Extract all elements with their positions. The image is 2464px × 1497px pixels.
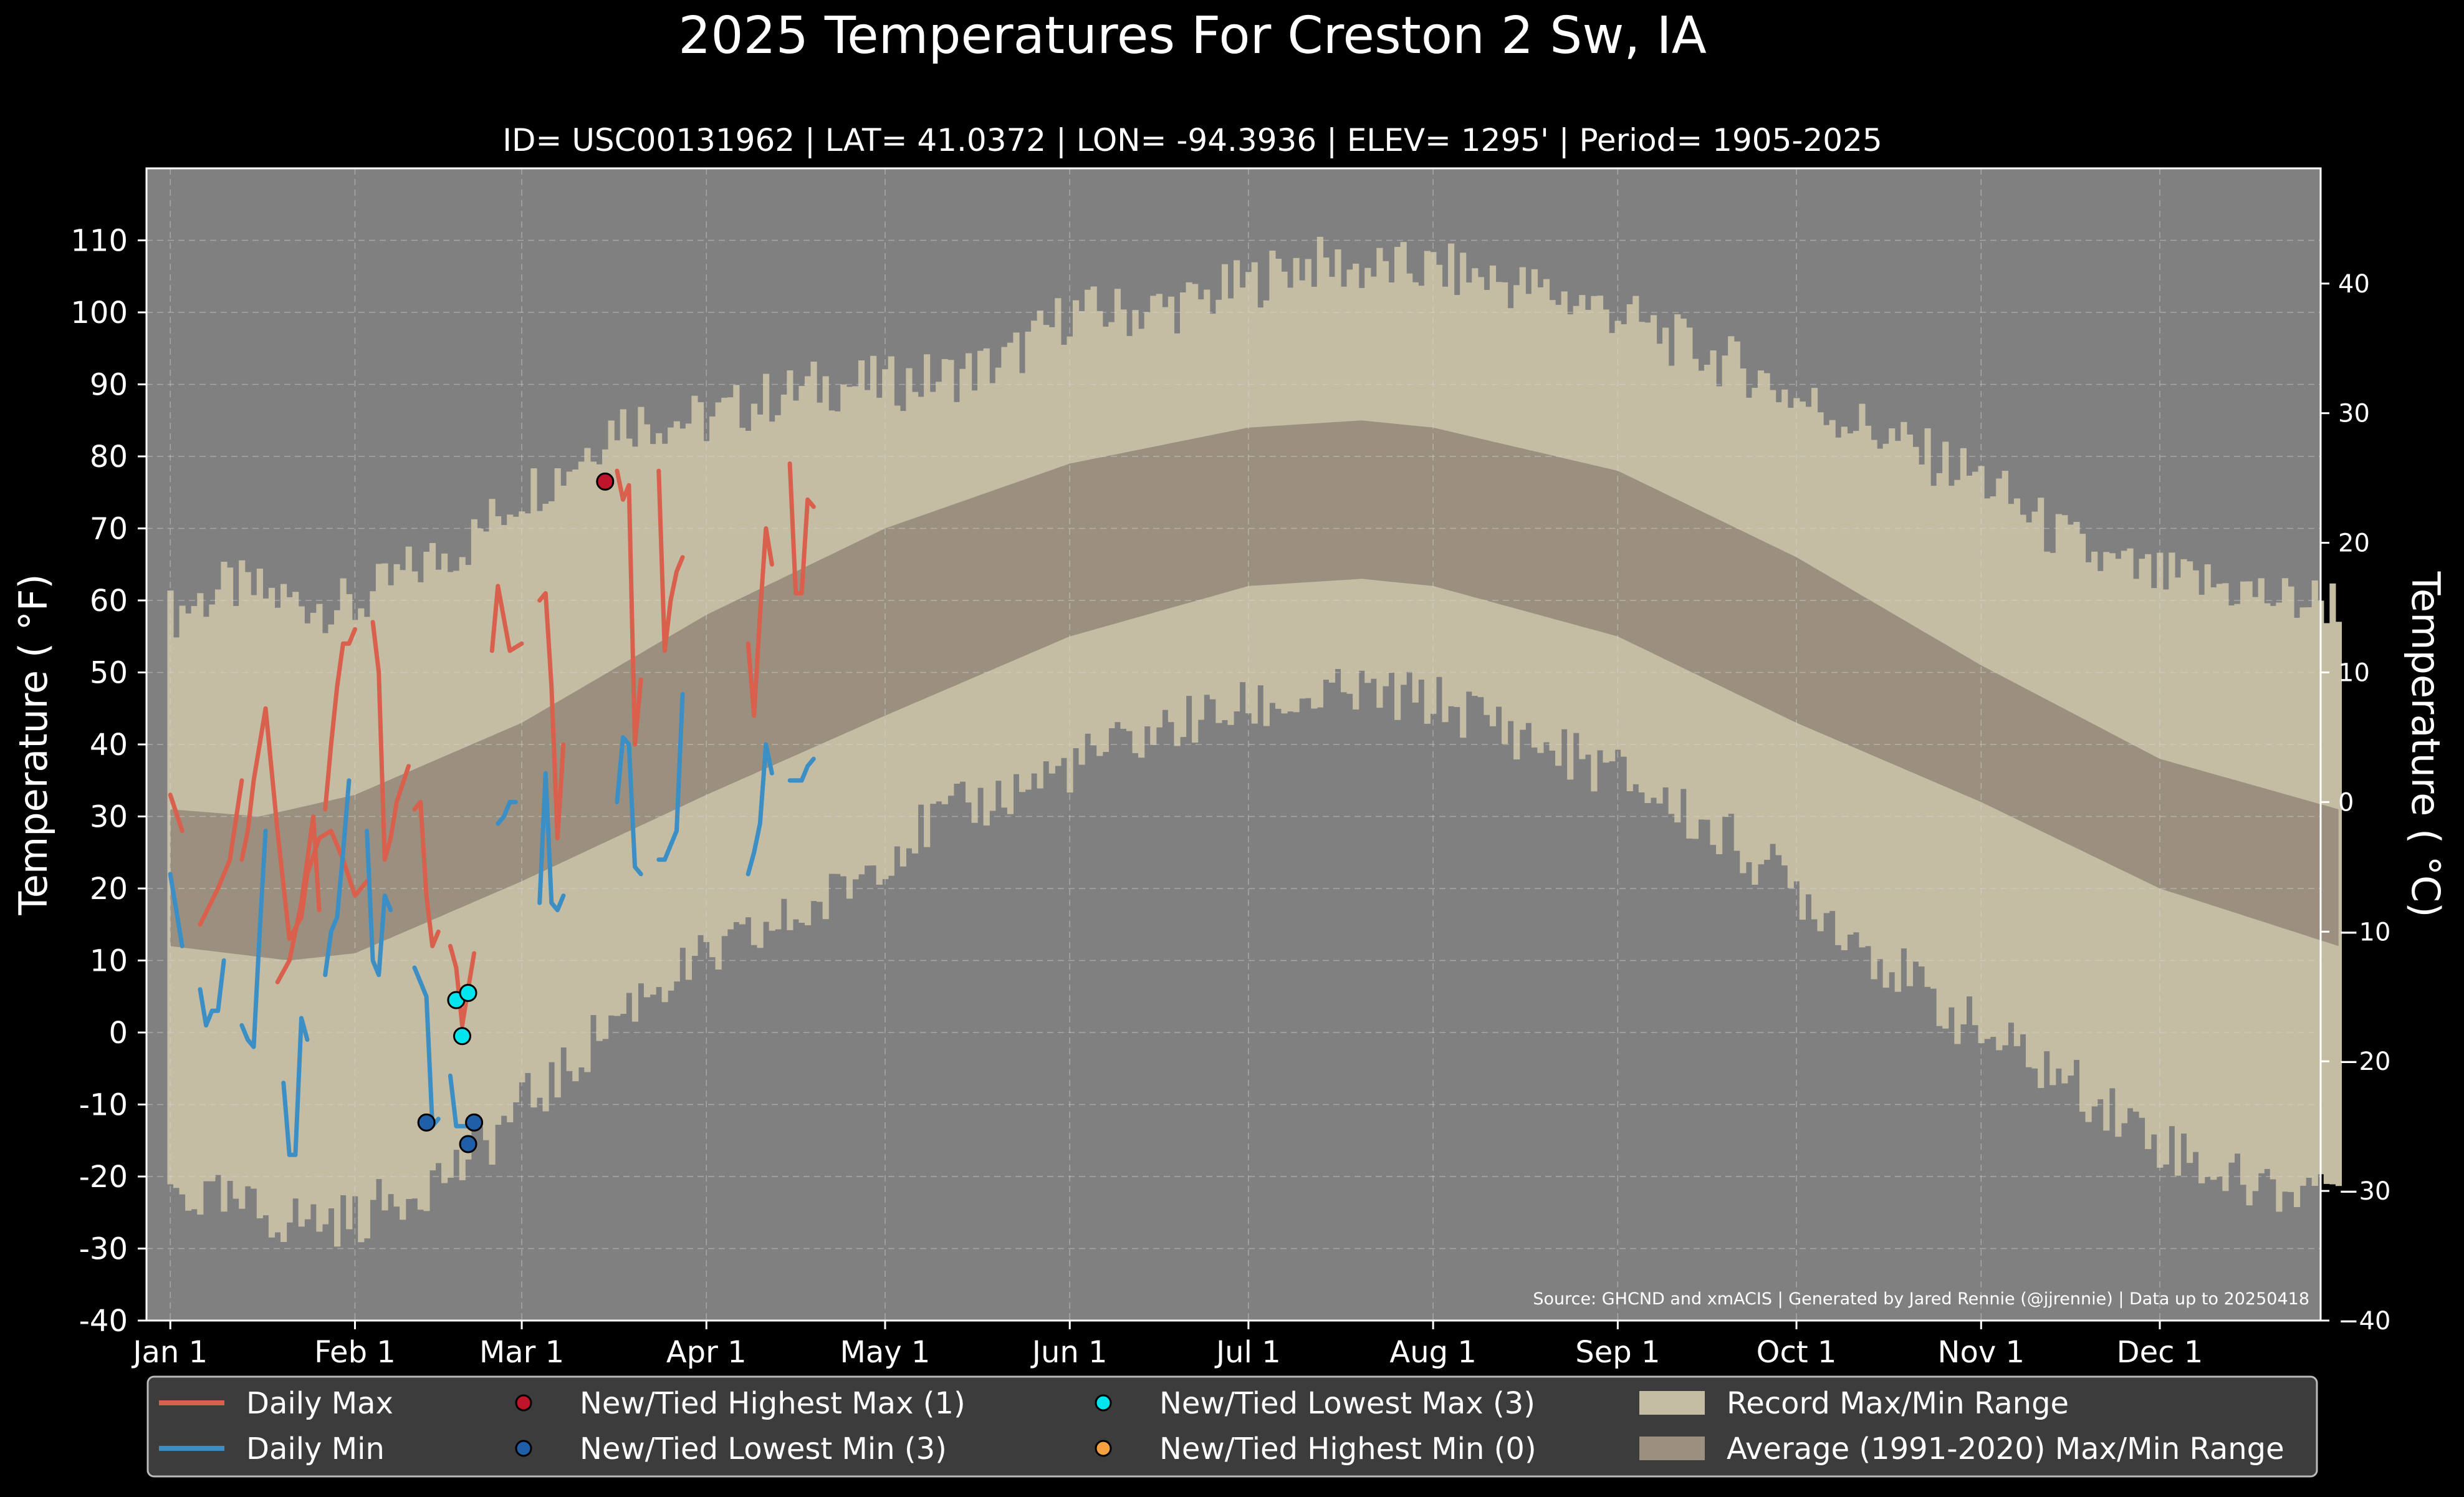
daily-max-line [448, 943, 477, 1028]
y-tick-label-right: −30 [2338, 1177, 2390, 1206]
daily-min-line [281, 1016, 310, 1157]
legend-swatch-dot [515, 1394, 532, 1412]
y-tick-label-left: 10 [90, 944, 128, 979]
plot-area: Source: GHCND and xmACIS | Generated by … [145, 167, 2342, 1322]
legend-label: Daily Min [246, 1432, 385, 1466]
legend-items: Daily Max Daily Min New/Tied Highest Max (… [159, 1386, 2284, 1466]
x-tick-label: Apr 1 [666, 1335, 747, 1370]
daily-max-line [198, 778, 244, 927]
x-tick-label: Feb 1 [314, 1335, 396, 1370]
legend-label: New/Tied Highest Max (1) [580, 1386, 966, 1421]
y-tick-label-left: -30 [79, 1232, 128, 1267]
y-tick-label-left: 50 [90, 656, 128, 691]
daily-max-line [275, 814, 322, 984]
y-tick-label-left: 40 [90, 728, 128, 763]
legend-swatch-patch [1639, 1437, 1705, 1460]
legend-label: New/Tied Highest Min (0) [1159, 1432, 1536, 1466]
legend-swatch-dot [1095, 1394, 1112, 1412]
record-marker [459, 1135, 477, 1153]
daily-min-line [496, 799, 518, 826]
daily-max-line [745, 526, 774, 718]
daily-max-line [168, 792, 185, 834]
y-tick-label-right: 0 [2338, 788, 2354, 817]
y-tick-label-right: −40 [2338, 1307, 2390, 1336]
y-tick-label-left: 70 [90, 512, 128, 547]
y-tick-label-left: 20 [90, 872, 128, 907]
y-axis-right: −40 −30 −20 −10 0 10 20 30 40 [2321, 270, 2390, 1336]
daily-min-line [745, 742, 774, 877]
daily-min-line [656, 691, 685, 862]
legend-label: New/Tied Lowest Max (3) [1159, 1386, 1535, 1421]
legend-box [146, 1375, 2318, 1478]
series-layer [168, 461, 816, 1157]
x-tick-label: Aug 1 [1389, 1335, 1477, 1370]
daily-min-line [198, 958, 226, 1028]
legend-swatch-dot [1095, 1440, 1112, 1457]
legend-label: Average (1991-2020) Max/Min Range [1727, 1432, 2284, 1466]
record-marker [465, 1113, 484, 1132]
daily-max-line [412, 799, 441, 948]
daily-min-line [239, 829, 268, 1049]
daily-min-line [537, 771, 566, 913]
daily-min-line [323, 778, 352, 978]
y-tick-label-left: -20 [79, 1160, 128, 1195]
chart-subtitle: ID= USC00131962 | LAT= 41.0372 | LON= -9… [502, 122, 1882, 158]
y-tick-label-right: 30 [2338, 400, 2370, 428]
daily-min-line [615, 735, 643, 877]
y-tick-label-left: 60 [90, 584, 128, 619]
daily-max-line [656, 468, 685, 653]
y-tick-label-right: −10 [2338, 918, 2390, 946]
daily-max-line [787, 461, 816, 595]
x-tick-label: Jul 1 [1214, 1335, 1281, 1370]
x-tick-label: Nov 1 [1938, 1335, 2025, 1370]
y-tick-label-left: 110 [70, 224, 128, 259]
y-axis-label-right: Temperature ( °C) [2403, 571, 2448, 918]
y-tick-label-right: 10 [2338, 659, 2370, 688]
legend-label: Record Max/Min Range [1727, 1386, 2069, 1421]
y-tick-label-left: -10 [79, 1088, 128, 1123]
x-tick-label: Oct 1 [1757, 1335, 1837, 1370]
x-tick-label: Mar 1 [479, 1335, 564, 1370]
marker-layer [417, 472, 615, 1153]
y-tick-label-right: 40 [2338, 270, 2370, 299]
record-marker [459, 983, 477, 1002]
daily-max-line [323, 627, 357, 812]
daily-min-line [168, 872, 185, 948]
y-axis-left: -40 -30 -20 -10 0 10 20 30 40 50 60 70 80 90 100 110 [70, 168, 148, 1339]
x-tick-label: Sep 1 [1575, 1335, 1660, 1370]
x-axis: Jan 1 Feb 1 Mar 1 Apr 1 May 1 Jun 1 Jul 1 Aug 1… [131, 1321, 2203, 1370]
y-tick-label-left: -40 [79, 1304, 128, 1339]
legend-label: New/Tied Lowest Min (3) [580, 1432, 947, 1466]
x-tick-label: Jun 1 [1030, 1335, 1108, 1370]
y-axis-label-left: Temperature ( °F) [11, 574, 56, 915]
x-tick-label: May 1 [840, 1335, 930, 1370]
record-marker [417, 1113, 436, 1132]
y-tick-label-right: −20 [2338, 1047, 2390, 1076]
x-tick-label: Dec 1 [2117, 1335, 2203, 1370]
x-tick-label: Jan 1 [131, 1335, 208, 1370]
daily-min-line [787, 756, 816, 783]
daily-max-line [489, 584, 524, 653]
source-note: Source: GHCND and xmACIS | Generated by … [1533, 1289, 2309, 1309]
chart-title: 2025 Temperatures For Creston 2 Sw, IA [678, 6, 1707, 65]
legend: Daily Max Daily Min New/Tied Highest Max (… [146, 1375, 2318, 1478]
legend-swatch-dot [515, 1440, 532, 1457]
y-tick-label-left: 100 [70, 296, 128, 330]
daily-max-line [537, 591, 566, 840]
y-tick-label-left: 90 [90, 368, 128, 403]
daily-max-line [615, 468, 643, 747]
daily-min-line [365, 829, 393, 978]
y-tick-label-right: 20 [2338, 529, 2370, 558]
daily-max-line [370, 620, 411, 862]
record-range-bar [2335, 622, 2342, 1187]
legend-label: Daily Max [246, 1386, 393, 1421]
legend-swatch-patch [1639, 1391, 1705, 1415]
y-tick-label-left: 30 [90, 800, 128, 835]
record-marker [596, 472, 615, 491]
y-tick-label-left: 0 [108, 1016, 128, 1051]
record-marker [453, 1027, 471, 1046]
y-tick-label-left: 80 [90, 440, 128, 474]
